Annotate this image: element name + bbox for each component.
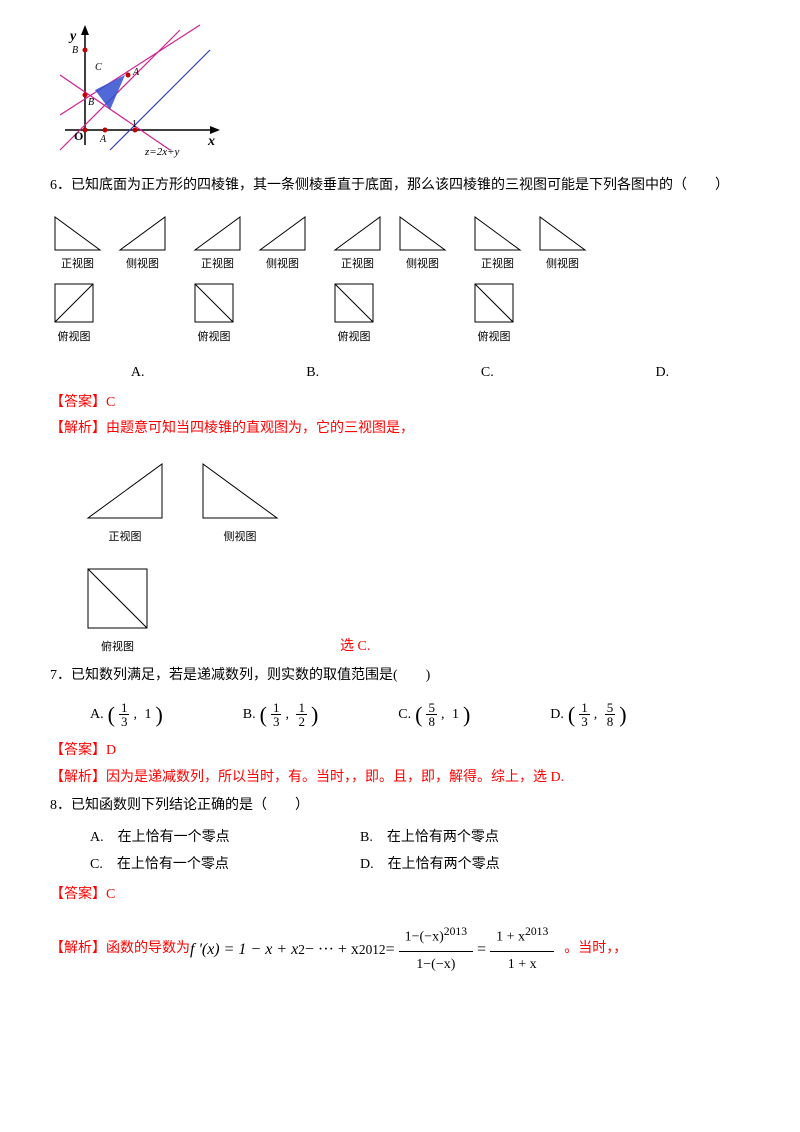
q6-explain: 【解析】由题意可知当四棱锥的直观图为，它的三视图是， [50,418,750,440]
q6-answer: 【答案】C [50,392,750,414]
tick-1: 1 [132,119,137,130]
q8-answer: 【答案】C [50,884,750,906]
q7-opt-b: B. (13, 12) [243,697,319,732]
opt-b: B. [306,362,319,384]
q6-option-b-group: 正视图 侧视图 俯视图 [190,212,310,346]
q8-opt-b: B. 在上恰有两个零点 [360,827,590,849]
point-b: B [88,97,94,108]
opt-d: D. [655,362,669,384]
eq-label: z=2x+y [144,146,180,158]
q8-opt-a: A. 在上恰有一个零点 [90,827,320,849]
top-label: 俯视图 [50,329,98,347]
q6-option-d-group: 正视图 侧视图 俯视图 [470,212,590,346]
q6-solution-views: 正视图 侧视图 [80,456,750,547]
q6-option-c-group: 正视图 侧视图 俯视图 [330,212,450,346]
q6-final: 选 C. [340,636,370,658]
q7-answer: 【答案】D [50,740,750,762]
axis-y-label: y [68,29,77,44]
q8-explain: 【解析】 函数的导数为 f '(x) = 1 − x + x2 − ··· + … [50,921,750,978]
front-label: 正视图 [50,256,105,274]
q7-explain: 【解析】因为是递减数列，所以当时，有。当时，，即。且，即，解得。综上，选 D. [50,767,750,789]
opt-c: C. [481,362,494,384]
q8-opt-d: D. 在上恰有两个零点 [360,854,590,876]
q6-option-a-group: 正视图 侧视图 俯视图 [50,212,170,346]
q6-options-diagrams: 正视图 侧视图 俯视图 正视图 侧视图 俯视图 [50,212,750,346]
q7-text: 7．已知数列满足，若是递减数列，则实数的取值范围是( ) [50,665,750,687]
q7-options: A. (13, 1) B. (13, 12) C. (58, 1) D. (13… [90,697,750,732]
figure-linear-region: y x O B C A B A 1 z=2x+y [50,20,750,160]
q6-text: 6．已知底面为正方形的四棱锥，其一条侧棱垂直于底面，那么该四棱锥的三视图可能是下… [50,175,750,197]
q7-opt-c: C. (58, 1) [398,697,470,732]
q8-text: 8．已知函数则下列结论正确的是（ ） [50,795,750,817]
origin-label: O [74,129,83,143]
q6-solution-bottom: 俯视图 选 C. [50,561,750,658]
opt-a: A. [131,362,145,384]
point-c: C [95,62,102,73]
point-a: A [132,67,140,78]
q7-opt-a: A. (13, 1) [90,697,163,732]
point-a2: A [99,134,107,145]
axis-x-label: x [207,134,215,149]
q8-options: A. 在上恰有一个零点 B. 在上恰有两个零点 C. 在上恰有一个零点 D. 在… [90,827,750,876]
q7-opt-d: D. (13, 58) [550,697,626,732]
q8-opt-c: C. 在上恰有一个零点 [90,854,320,876]
side-label: 侧视图 [115,256,170,274]
q6-option-letters: A. B. C. D. [50,362,750,384]
q8-formula: f '(x) = 1 − x + x2 − ··· + x2012 = 1−(−… [190,921,558,978]
point-b2: B [72,45,78,56]
